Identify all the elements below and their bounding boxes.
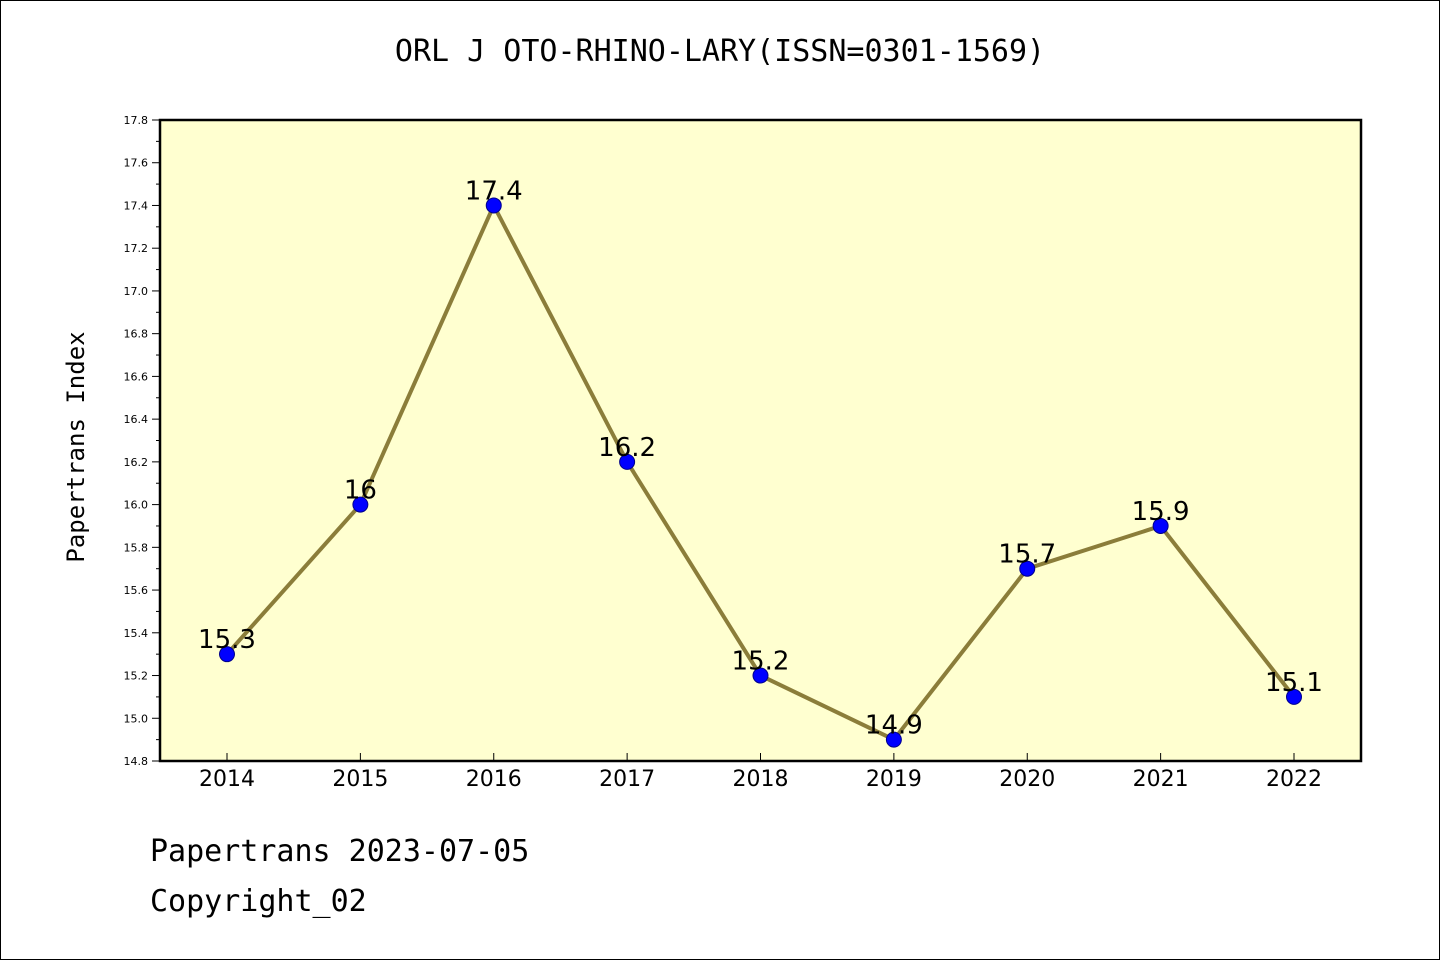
y-tick-label: 15.4	[124, 627, 149, 640]
y-tick-label: 16.0	[124, 499, 149, 512]
data-point-2016	[485, 197, 502, 214]
x-tick-label: 2018	[733, 767, 789, 792]
data-label-2014: 15.3	[198, 625, 256, 655]
x-tick-label: 2020	[999, 767, 1055, 792]
series-papertrans-index	[219, 197, 1302, 748]
footer-date: Papertrans 2023-07-05	[150, 834, 530, 869]
x-tick-label: 2021	[1133, 767, 1189, 792]
data-point-2022	[1286, 688, 1302, 705]
data-label-2019: 14.9	[865, 711, 923, 741]
y-tick-label: 16.2	[124, 456, 149, 469]
y-tick-label: 15.6	[124, 584, 149, 597]
data-label-2018: 15.2	[732, 647, 790, 677]
y-tick-label: 17.4	[124, 199, 149, 212]
plot-area	[158, 118, 1363, 763]
x-axis: 2014 2015 2016 2017 2018 2019 2020 2021 2022	[199, 753, 1322, 792]
y-tick-label: 14.8	[124, 755, 149, 768]
y-axis: 14.8 15.0 15.2 15.4 15.6 15.8 16.0 16.2 16.4 16.6…	[124, 114, 160, 768]
x-tick-label: 2014	[199, 767, 255, 792]
chart-title: ORL J OTO-RHINO-LARY(ISSN=0301-1569)	[394, 34, 1046, 69]
x-tick-label: 2016	[466, 767, 522, 792]
data-label-2015: 16	[344, 476, 377, 506]
y-tick-label: 16.8	[124, 328, 149, 341]
y-tick-label: 15.2	[124, 670, 149, 683]
y-tick-label: 16.6	[124, 370, 149, 383]
y-tick-label: 17.6	[124, 157, 149, 170]
x-tick-label: 2022	[1266, 767, 1322, 792]
x-tick-label: 2019	[866, 767, 922, 792]
y-tick-label: 17.0	[124, 285, 149, 298]
x-tick-label: 2017	[599, 767, 655, 792]
y-axis-label: Papertrans Index	[62, 331, 90, 562]
y-tick-label: 17.8	[124, 114, 149, 127]
data-labels: 15.3 16 17.4 16.2 15.2 14.9 15.7 15.9 15.1	[198, 176, 1323, 740]
data-point-2015	[352, 496, 369, 513]
data-label-2022: 15.1	[1265, 668, 1323, 698]
data-label-2021: 15.9	[1132, 497, 1190, 527]
x-tick-label: 2015	[332, 767, 388, 792]
data-point-2019	[885, 731, 902, 748]
data-label-2016: 17.4	[465, 176, 523, 206]
data-point-2018	[752, 667, 769, 684]
data-point-2021	[1152, 517, 1169, 534]
footer-copyright: Copyright_02	[150, 884, 367, 919]
data-point-2020	[1019, 560, 1036, 577]
y-tick-label: 15.8	[124, 541, 149, 554]
y-tick-label: 15.0	[124, 712, 149, 725]
y-tick-label: 17.2	[124, 242, 149, 255]
data-point-2014	[219, 646, 235, 663]
data-point-2017	[619, 453, 636, 470]
data-label-2020: 15.7	[998, 540, 1056, 570]
data-label-2017: 16.2	[598, 433, 656, 463]
y-tick-label: 16.4	[124, 413, 149, 426]
